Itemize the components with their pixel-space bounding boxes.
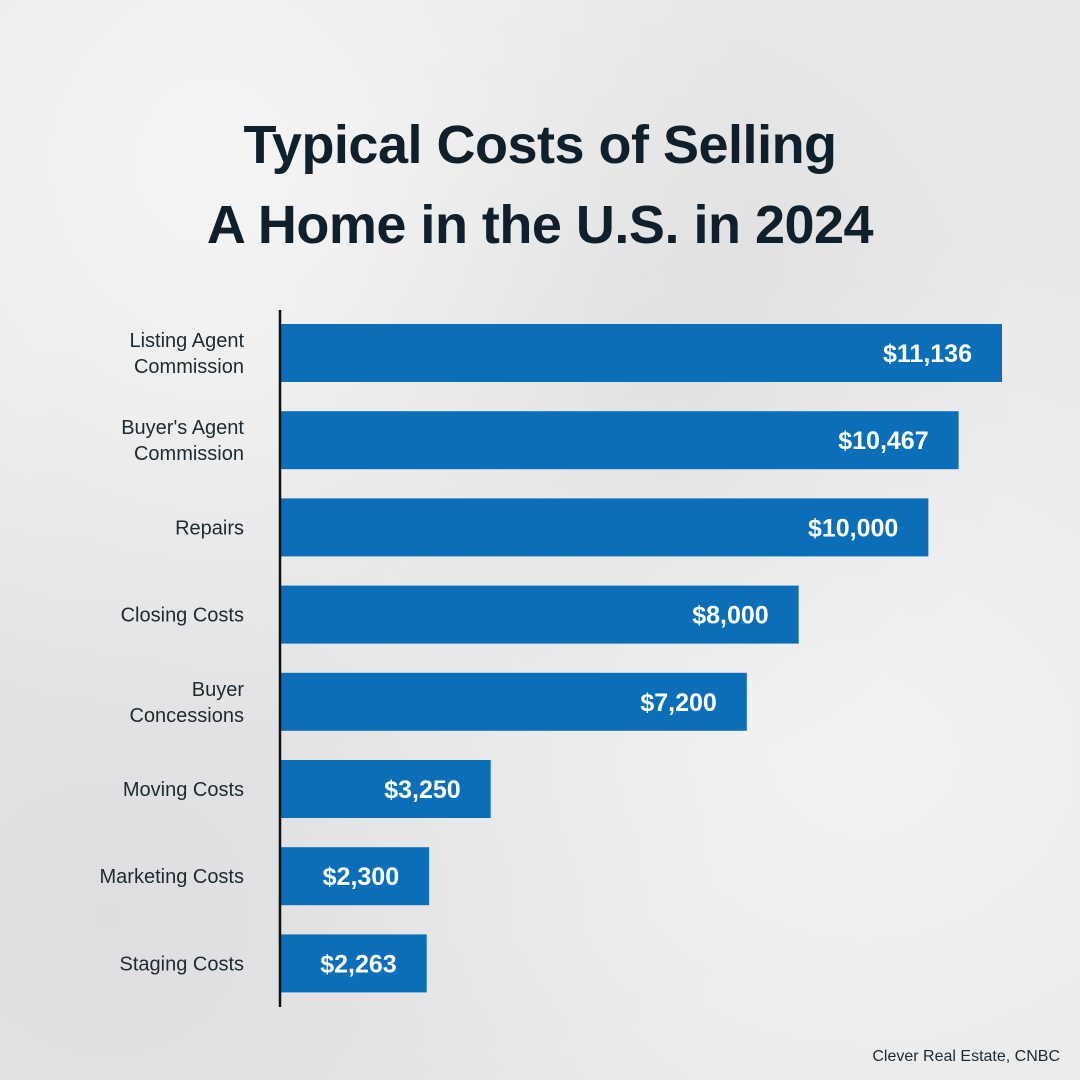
bar-4 — [280, 672, 747, 731]
category-label-3: Closing Costs — [121, 605, 244, 627]
bar-7 — [280, 934, 427, 993]
data-label-5: $3,250 — [384, 776, 460, 804]
bar-1 — [280, 411, 959, 470]
title-line-2: A Home in the U.S. in 2024 — [206, 195, 874, 255]
data-label-0: $11,136 — [883, 340, 972, 368]
data-label-1: $10,467 — [838, 427, 928, 455]
category-label-4: Buyer Concessions — [129, 679, 244, 727]
category-label-2: Repairs — [175, 517, 244, 539]
data-label-2: $10,000 — [808, 514, 898, 542]
bar-6 — [280, 847, 430, 906]
bar-0 — [280, 324, 1002, 382]
source-credit: Clever Real Estate, CNBC — [872, 1048, 1060, 1065]
category-label-0: Listing Agent Commission — [129, 330, 244, 378]
data-label-7: $2,263 — [320, 950, 396, 978]
category-label-1: Buyer's Agent Commission — [121, 417, 244, 465]
bar-2 — [280, 498, 929, 557]
data-label-4: $7,200 — [640, 689, 716, 717]
data-label-6: $2,300 — [323, 863, 399, 891]
title-line-1: Typical Costs of Selling — [243, 115, 837, 175]
bar-5 — [280, 760, 491, 818]
data-label-3: $8,000 — [692, 602, 768, 630]
category-label-6: Marketing Costs — [100, 866, 245, 888]
bar-3 — [280, 585, 799, 644]
page-title: Typical Costs of Selling A Home in the U… — [0, 105, 1080, 265]
category-label-5: Moving Costs — [123, 779, 244, 801]
category-label-7: Staging Costs — [119, 953, 244, 975]
